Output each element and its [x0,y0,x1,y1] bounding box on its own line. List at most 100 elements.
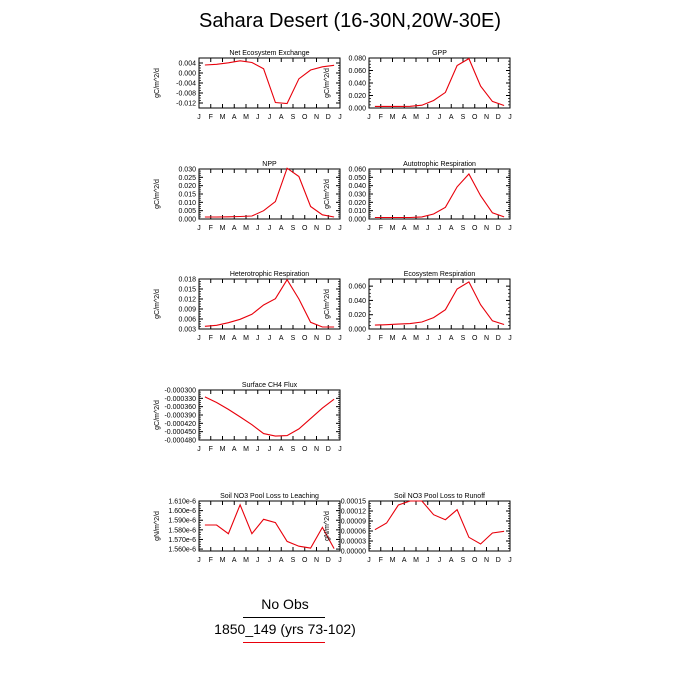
y-tick-label: 0.00006 [341,529,366,536]
y-tick-label: 0.025 [178,175,196,182]
y-tick-label: 0.00003 [341,539,366,546]
y-tick-label: 0.015 [178,287,196,294]
y-tick-label: 0.010 [178,200,196,207]
x-tick-label: N [314,446,319,453]
x-tick-label: M [220,335,226,342]
panel-9: Soil NO3 Pool Loss to Runoff gN/m^2/d 0.00… [324,493,512,564]
y-tick-label: 1.590e-6 [168,518,196,525]
x-tick-label: S [291,114,296,121]
x-tick-label: M [243,114,249,121]
panel-title: Ecosystem Respiration [404,271,476,278]
x-tick-label: J [268,114,272,121]
panel-title: Soil NO3 Pool Loss to Leaching [220,493,319,500]
panel-title: NPP [262,161,277,168]
y-axis-label: gC/m^2/d [154,179,161,209]
plot-frame [368,57,511,109]
x-tick-label: J [367,335,371,342]
y-tick-label: 0.000 [348,217,366,224]
x-tick-label: J [438,114,442,121]
y-tick-label: 0.018 [178,277,196,284]
x-tick-label: S [461,557,466,564]
x-tick-label: M [243,557,249,564]
x-tick-label: N [484,335,489,342]
x-tick-label: A [279,557,284,564]
figure-title: Sahara Desert (16-30N,20W-30E) [199,10,501,32]
y-axis-label: gC/m^2/d [324,179,331,209]
x-tick-label: M [413,557,419,564]
x-tick-label: J [197,114,201,121]
series-line [374,281,505,326]
series-line [204,503,335,549]
x-tick-label: M [220,225,226,232]
y-tick-label: -0.000450 [164,429,196,436]
series-line [204,396,335,437]
panel-7: Surface CH4 FluxgC/m^2/d-0.000300-0.0003… [154,382,342,453]
x-tick-label: A [232,557,237,564]
x-tick-label: A [449,557,454,564]
x-tick-label: O [302,225,308,232]
x-tick-label: O [472,114,478,121]
x-tick-label: M [220,557,226,564]
x-tick-label: O [302,335,308,342]
x-tick-label: N [314,114,319,121]
x-tick-label: A [279,335,284,342]
y-tick-label: 0.015 [178,192,196,199]
y-tick-label: -0.000330 [164,396,196,403]
y-tick-label: 0.040 [348,298,366,305]
x-tick-label: J [426,557,430,564]
y-tick-label: 0.030 [178,167,196,174]
x-tick-label: M [390,114,396,121]
x-tick-label: O [472,335,478,342]
panel-8: Soil NO3 Pool Loss to Leaching gN/m^2/d 1.… [154,493,342,564]
y-tick-label: -0.000420 [164,421,196,428]
x-tick-label: A [279,225,284,232]
x-tick-label: J [197,225,201,232]
x-tick-label: A [232,114,237,121]
x-tick-label: J [367,225,371,232]
y-axis-label: gC/m^2/d [154,68,161,98]
x-tick-label: J [268,446,272,453]
y-axis-label: gC/m^2/d [154,289,161,319]
series-line [374,57,505,107]
x-tick-label: J [268,335,272,342]
x-tick-label: D [326,335,331,342]
y-tick-label: 1.570e-6 [168,537,196,544]
y-tick-label: 0.00012 [341,509,366,516]
x-tick-label: F [379,557,383,564]
y-tick-label: 0.004 [178,61,196,68]
x-tick-label: A [279,446,284,453]
y-tick-label: 0.00009 [341,519,366,526]
x-tick-label: D [496,557,501,564]
y-tick-label: 0.005 [178,208,196,215]
y-tick-label: 0.000 [348,106,366,113]
x-tick-label: A [279,114,284,121]
y-tick-label: 0.000 [178,217,196,224]
x-tick-label: N [314,335,319,342]
panel-title: Heterotrophic Respiration [230,271,309,278]
y-tick-label: 0.00000 [341,549,366,556]
x-tick-label: M [220,446,226,453]
x-tick-label: O [472,225,478,232]
y-tick-label: -0.008 [176,91,196,98]
x-tick-label: A [232,335,237,342]
x-tick-label: S [461,335,466,342]
y-tick-label: 1.610e-6 [168,499,196,506]
x-tick-label: J [268,225,272,232]
x-tick-label: F [209,225,213,232]
plot-frame [368,278,511,330]
y-tick-label: 0.000 [178,71,196,78]
x-tick-label: A [232,446,237,453]
x-tick-label: A [449,225,454,232]
panel-title: Net Ecosystem Exchange [229,50,309,57]
x-tick-label: J [367,114,371,121]
y-axis-label: gN/m^2/d [324,511,331,541]
x-tick-label: S [291,557,296,564]
x-tick-label: N [314,225,319,232]
plot-frame [198,500,341,552]
x-tick-label: J [508,225,512,232]
y-axis-label: gC/m^2/d [324,68,331,98]
x-tick-label: J [426,225,430,232]
x-tick-label: J [438,225,442,232]
series-line [374,500,505,545]
